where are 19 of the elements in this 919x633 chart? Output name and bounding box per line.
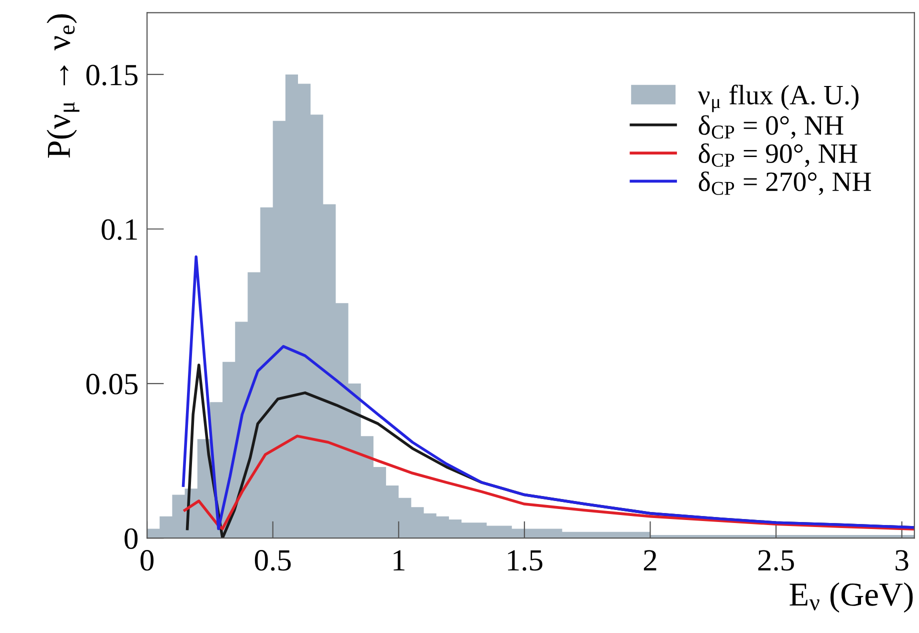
x-tick-label: 0 bbox=[140, 550, 154, 571]
x-tick-label: 0.5 bbox=[254, 550, 291, 571]
legend-label: δ$_{CP}$ = 90°, NH bbox=[698, 143, 858, 168]
legend-label: δ$_{CP}$ = 0°, NH bbox=[698, 115, 844, 139]
legend-label: ν$_{μ}$ flux (A. U.) bbox=[698, 84, 858, 112]
y-axis-title: P(ν$_{μ}$ → ν$_{e}$) bbox=[46, 14, 80, 158]
line-series bbox=[182, 255, 914, 530]
legend-label: δ$_{CP}$ = 270°, NH bbox=[698, 171, 872, 196]
y-tick-label: 0.1 bbox=[102, 219, 137, 240]
x-tick-label: 3 bbox=[896, 550, 908, 571]
x-tick-label: 2 bbox=[644, 550, 656, 570]
y-tick-label: 0 bbox=[124, 528, 138, 549]
x-axis-title: E$_{ν}$ (GeV) bbox=[790, 582, 913, 613]
x-tick-label: 1 bbox=[394, 550, 404, 570]
x-tick-label: 2.5 bbox=[758, 550, 794, 571]
x-tick-label: 1.5 bbox=[508, 550, 542, 571]
y-tick-label: 0.05 bbox=[86, 374, 138, 395]
line-series bbox=[183, 434, 914, 530]
y-tick-label: 0.15 bbox=[86, 64, 138, 86]
